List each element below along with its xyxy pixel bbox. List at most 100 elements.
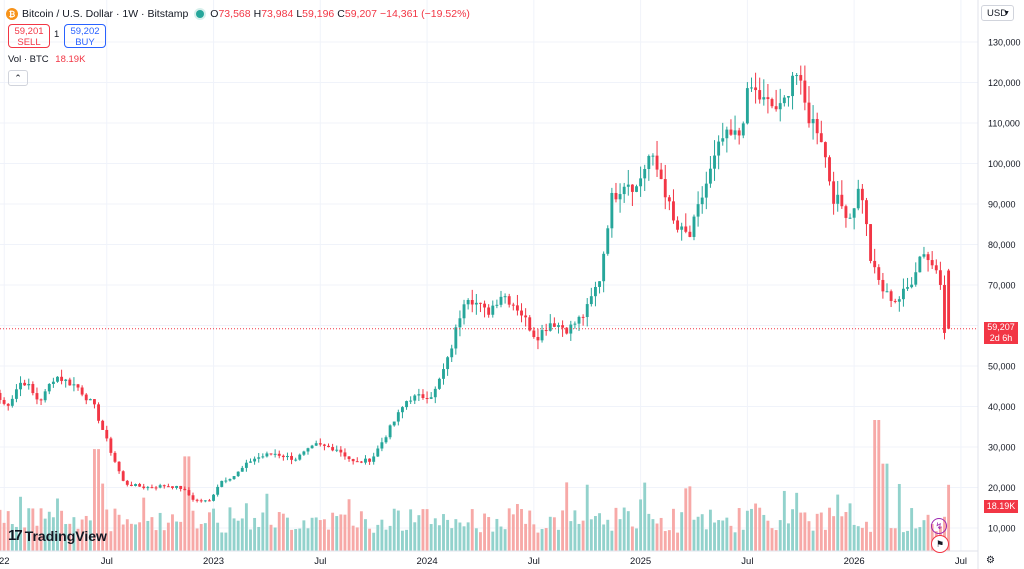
candle-body[interactable] xyxy=(676,220,680,230)
candle-body[interactable] xyxy=(548,323,552,331)
candle-body[interactable] xyxy=(220,480,224,487)
candle-body[interactable] xyxy=(113,452,117,462)
candle-body[interactable] xyxy=(840,194,844,207)
candle-body[interactable] xyxy=(667,197,671,202)
candle-body[interactable] xyxy=(639,178,643,187)
candle-body[interactable] xyxy=(524,315,528,318)
candle-body[interactable] xyxy=(109,438,113,453)
candle-body[interactable] xyxy=(43,391,47,401)
candle-body[interactable] xyxy=(400,407,404,413)
candle-body[interactable] xyxy=(922,254,926,257)
candle-body[interactable] xyxy=(429,397,433,399)
candle-body[interactable] xyxy=(466,300,470,305)
candle-body[interactable] xyxy=(815,119,819,134)
candle-body[interactable] xyxy=(630,184,634,192)
candle-body[interactable] xyxy=(203,500,207,502)
candle-body[interactable] xyxy=(741,123,745,136)
candle-body[interactable] xyxy=(212,494,215,501)
candle-body[interactable] xyxy=(474,302,478,305)
candle-body[interactable] xyxy=(844,206,848,218)
candle-body[interactable] xyxy=(520,310,523,316)
candle-body[interactable] xyxy=(187,490,191,496)
candle-body[interactable] xyxy=(64,379,68,381)
collapse-legend-button[interactable]: ⌃ xyxy=(8,70,28,86)
candle-body[interactable] xyxy=(823,142,827,158)
candle-body[interactable] xyxy=(606,228,610,254)
candle-body[interactable] xyxy=(778,103,782,110)
candle-body[interactable] xyxy=(832,181,836,204)
candle-body[interactable] xyxy=(762,97,766,100)
candle-body[interactable] xyxy=(306,448,310,452)
candle-body[interactable] xyxy=(417,394,421,396)
candle-body[interactable] xyxy=(355,461,359,463)
candle-body[interactable] xyxy=(856,188,860,209)
candle-body[interactable] xyxy=(162,485,166,487)
candle-body[interactable] xyxy=(191,495,195,500)
candle-body[interactable] xyxy=(536,336,540,341)
tradingview-logo[interactable]: 17 TradingView xyxy=(8,527,107,544)
symbol-title[interactable]: Bitcoin / U.S. Dollar · 1W · Bitstamp xyxy=(22,8,189,20)
candle-body[interactable] xyxy=(195,499,199,501)
candle-body[interactable] xyxy=(68,379,72,386)
candle-body[interactable] xyxy=(39,399,43,401)
candle-body[interactable] xyxy=(532,330,536,337)
candle-body[interactable] xyxy=(573,323,577,325)
candle-body[interactable] xyxy=(729,129,733,135)
buy-button[interactable]: 59,202 BUY xyxy=(64,24,106,48)
candle-body[interactable] xyxy=(228,479,232,481)
candle-body[interactable] xyxy=(462,304,466,319)
candle-body[interactable] xyxy=(766,97,770,100)
candle-body[interactable] xyxy=(803,80,807,103)
candle-body[interactable] xyxy=(121,471,125,481)
candle-body[interactable] xyxy=(672,201,675,221)
candle-body[interactable] xyxy=(138,484,142,487)
candle-body[interactable] xyxy=(154,487,158,489)
candle-body[interactable] xyxy=(331,447,335,451)
candle-body[interactable] xyxy=(688,231,692,237)
candle-body[interactable] xyxy=(380,442,384,449)
candle-body[interactable] xyxy=(704,183,708,198)
candle-body[interactable] xyxy=(561,325,565,328)
candle-body[interactable] xyxy=(425,397,429,399)
candle-body[interactable] xyxy=(88,399,92,401)
candle-body[interactable] xyxy=(80,387,84,395)
candle-body[interactable] xyxy=(799,75,803,81)
candle-body[interactable] xyxy=(828,157,831,182)
candle-body[interactable] xyxy=(265,453,269,457)
candle-body[interactable] xyxy=(897,299,901,302)
candle-body[interactable] xyxy=(257,457,261,459)
candle-body[interactable] xyxy=(35,393,39,400)
candle-body[interactable] xyxy=(183,488,187,491)
candle-body[interactable] xyxy=(930,260,934,266)
candle-body[interactable] xyxy=(409,400,413,402)
candle-body[interactable] xyxy=(610,192,614,229)
candle-body[interactable] xyxy=(934,265,938,271)
candle-body[interactable] xyxy=(105,429,109,439)
candle-body[interactable] xyxy=(943,284,946,333)
candle-body[interactable] xyxy=(2,399,6,404)
candle-body[interactable] xyxy=(696,204,700,217)
lightning-icon[interactable]: ↯ xyxy=(931,518,947,534)
candle-body[interactable] xyxy=(413,395,417,401)
candle-body[interactable] xyxy=(581,316,585,318)
candle-body[interactable] xyxy=(442,369,445,379)
candle-body[interactable] xyxy=(848,217,852,219)
candle-body[interactable] xyxy=(893,300,897,302)
candle-body[interactable] xyxy=(253,458,257,462)
candle-body[interactable] xyxy=(454,327,458,349)
candle-body[interactable] xyxy=(795,75,799,77)
candle-body[interactable] xyxy=(889,291,893,301)
candle-body[interactable] xyxy=(290,455,293,460)
sell-button[interactable]: 59,201 SELL xyxy=(8,24,50,48)
candle-body[interactable] xyxy=(335,449,339,451)
candle-body[interactable] xyxy=(717,141,721,156)
candle-body[interactable] xyxy=(807,102,811,124)
candle-body[interactable] xyxy=(680,226,684,230)
candle-body[interactable] xyxy=(503,296,507,298)
candle-body[interactable] xyxy=(725,129,729,139)
candle-body[interactable] xyxy=(281,455,285,458)
candle-body[interactable] xyxy=(721,138,725,142)
candle-body[interactable] xyxy=(659,169,663,180)
candle-body[interactable] xyxy=(926,254,930,261)
